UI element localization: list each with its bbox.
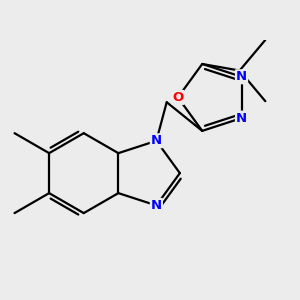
Text: N: N [236, 70, 247, 83]
Text: N: N [151, 134, 162, 147]
Text: N: N [236, 112, 247, 124]
Text: O: O [172, 91, 184, 104]
Text: N: N [151, 199, 162, 212]
